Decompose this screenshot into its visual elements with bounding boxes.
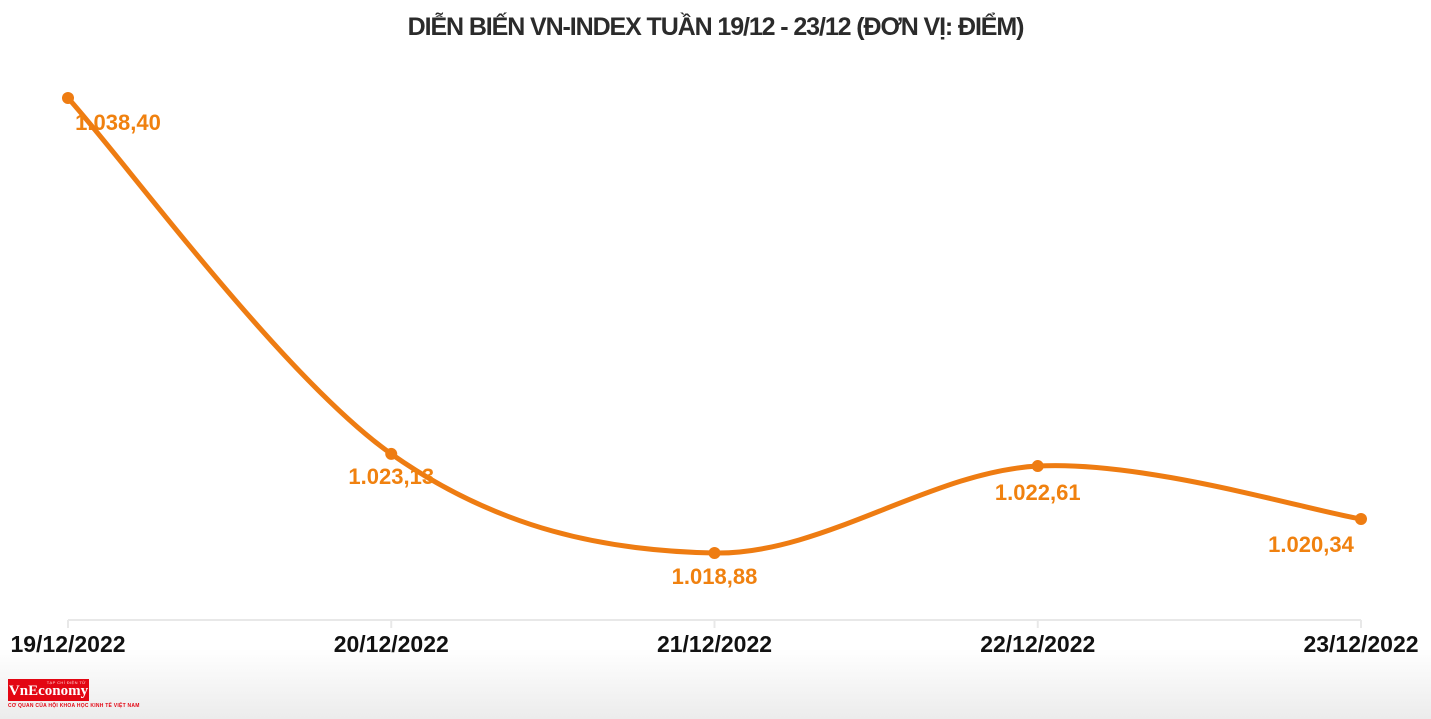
data-points bbox=[62, 92, 1367, 559]
data-point-19/12/2022 bbox=[62, 92, 74, 104]
x-axis-label-0: 19/12/2022 bbox=[10, 631, 125, 657]
logo-tagline: CƠ QUAN CỦA HỘI KHOA HỌC KINH TẾ VIỆT NA… bbox=[8, 703, 140, 709]
x-axis bbox=[67, 619, 1362, 628]
x-axis-label-1: 20/12/2022 bbox=[334, 631, 449, 657]
logo-wordmark: VnEconomy bbox=[8, 683, 89, 699]
vnindex-line-series bbox=[65, 95, 1364, 556]
x-axis-labels: 19/12/2022 20/12/2022 21/12/2022 22/12/2022… bbox=[10, 631, 1418, 657]
data-point-23/12/2022 bbox=[1355, 512, 1367, 525]
data-point-labels: 1.038,40 1.023,13 1.018,88 1.022,61 1.020,34 bbox=[75, 110, 1354, 589]
point-label-3: 1.022,61 bbox=[995, 480, 1081, 505]
point-label-0: 1.038,40 bbox=[75, 110, 161, 135]
data-point-21/12/2022 bbox=[708, 547, 721, 559]
data-point-22/12/2022 bbox=[1031, 460, 1044, 473]
chart-title: DIỄN BIẾN VN-INDEX TUẦN 19/12 - 23/12 (Đ… bbox=[407, 13, 1025, 41]
data-point-20/12/2022 bbox=[385, 447, 398, 460]
logo-box: TẠP CHÍ ĐIỆN TỬ VnEconomy bbox=[8, 679, 89, 701]
point-label-1: 1.023,13 bbox=[348, 464, 434, 489]
x-axis-label-3: 22/12/2022 bbox=[980, 631, 1095, 657]
x-axis-label-2: 21/12/2022 bbox=[657, 631, 772, 657]
logo-top-text: TẠP CHÍ ĐIỆN TỬ bbox=[46, 680, 86, 685]
point-label-4: 1.020,34 bbox=[1268, 532, 1354, 557]
point-label-2: 1.018,88 bbox=[672, 564, 758, 589]
x-axis-label-4: 23/12/2022 bbox=[1303, 631, 1418, 657]
vneconomy-logo[interactable]: TẠP CHÍ ĐIỆN TỬ VnEconomy CƠ QUAN CỦA HỘ… bbox=[8, 679, 148, 709]
